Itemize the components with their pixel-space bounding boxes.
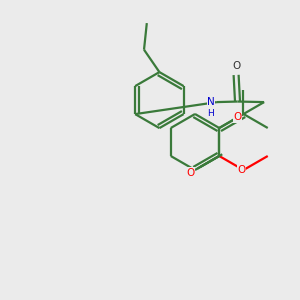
Text: O: O [237,165,246,175]
Text: N: N [207,97,215,107]
Text: O: O [186,168,195,178]
Text: H: H [208,109,214,118]
Text: O: O [233,112,242,122]
Text: O: O [232,61,240,71]
